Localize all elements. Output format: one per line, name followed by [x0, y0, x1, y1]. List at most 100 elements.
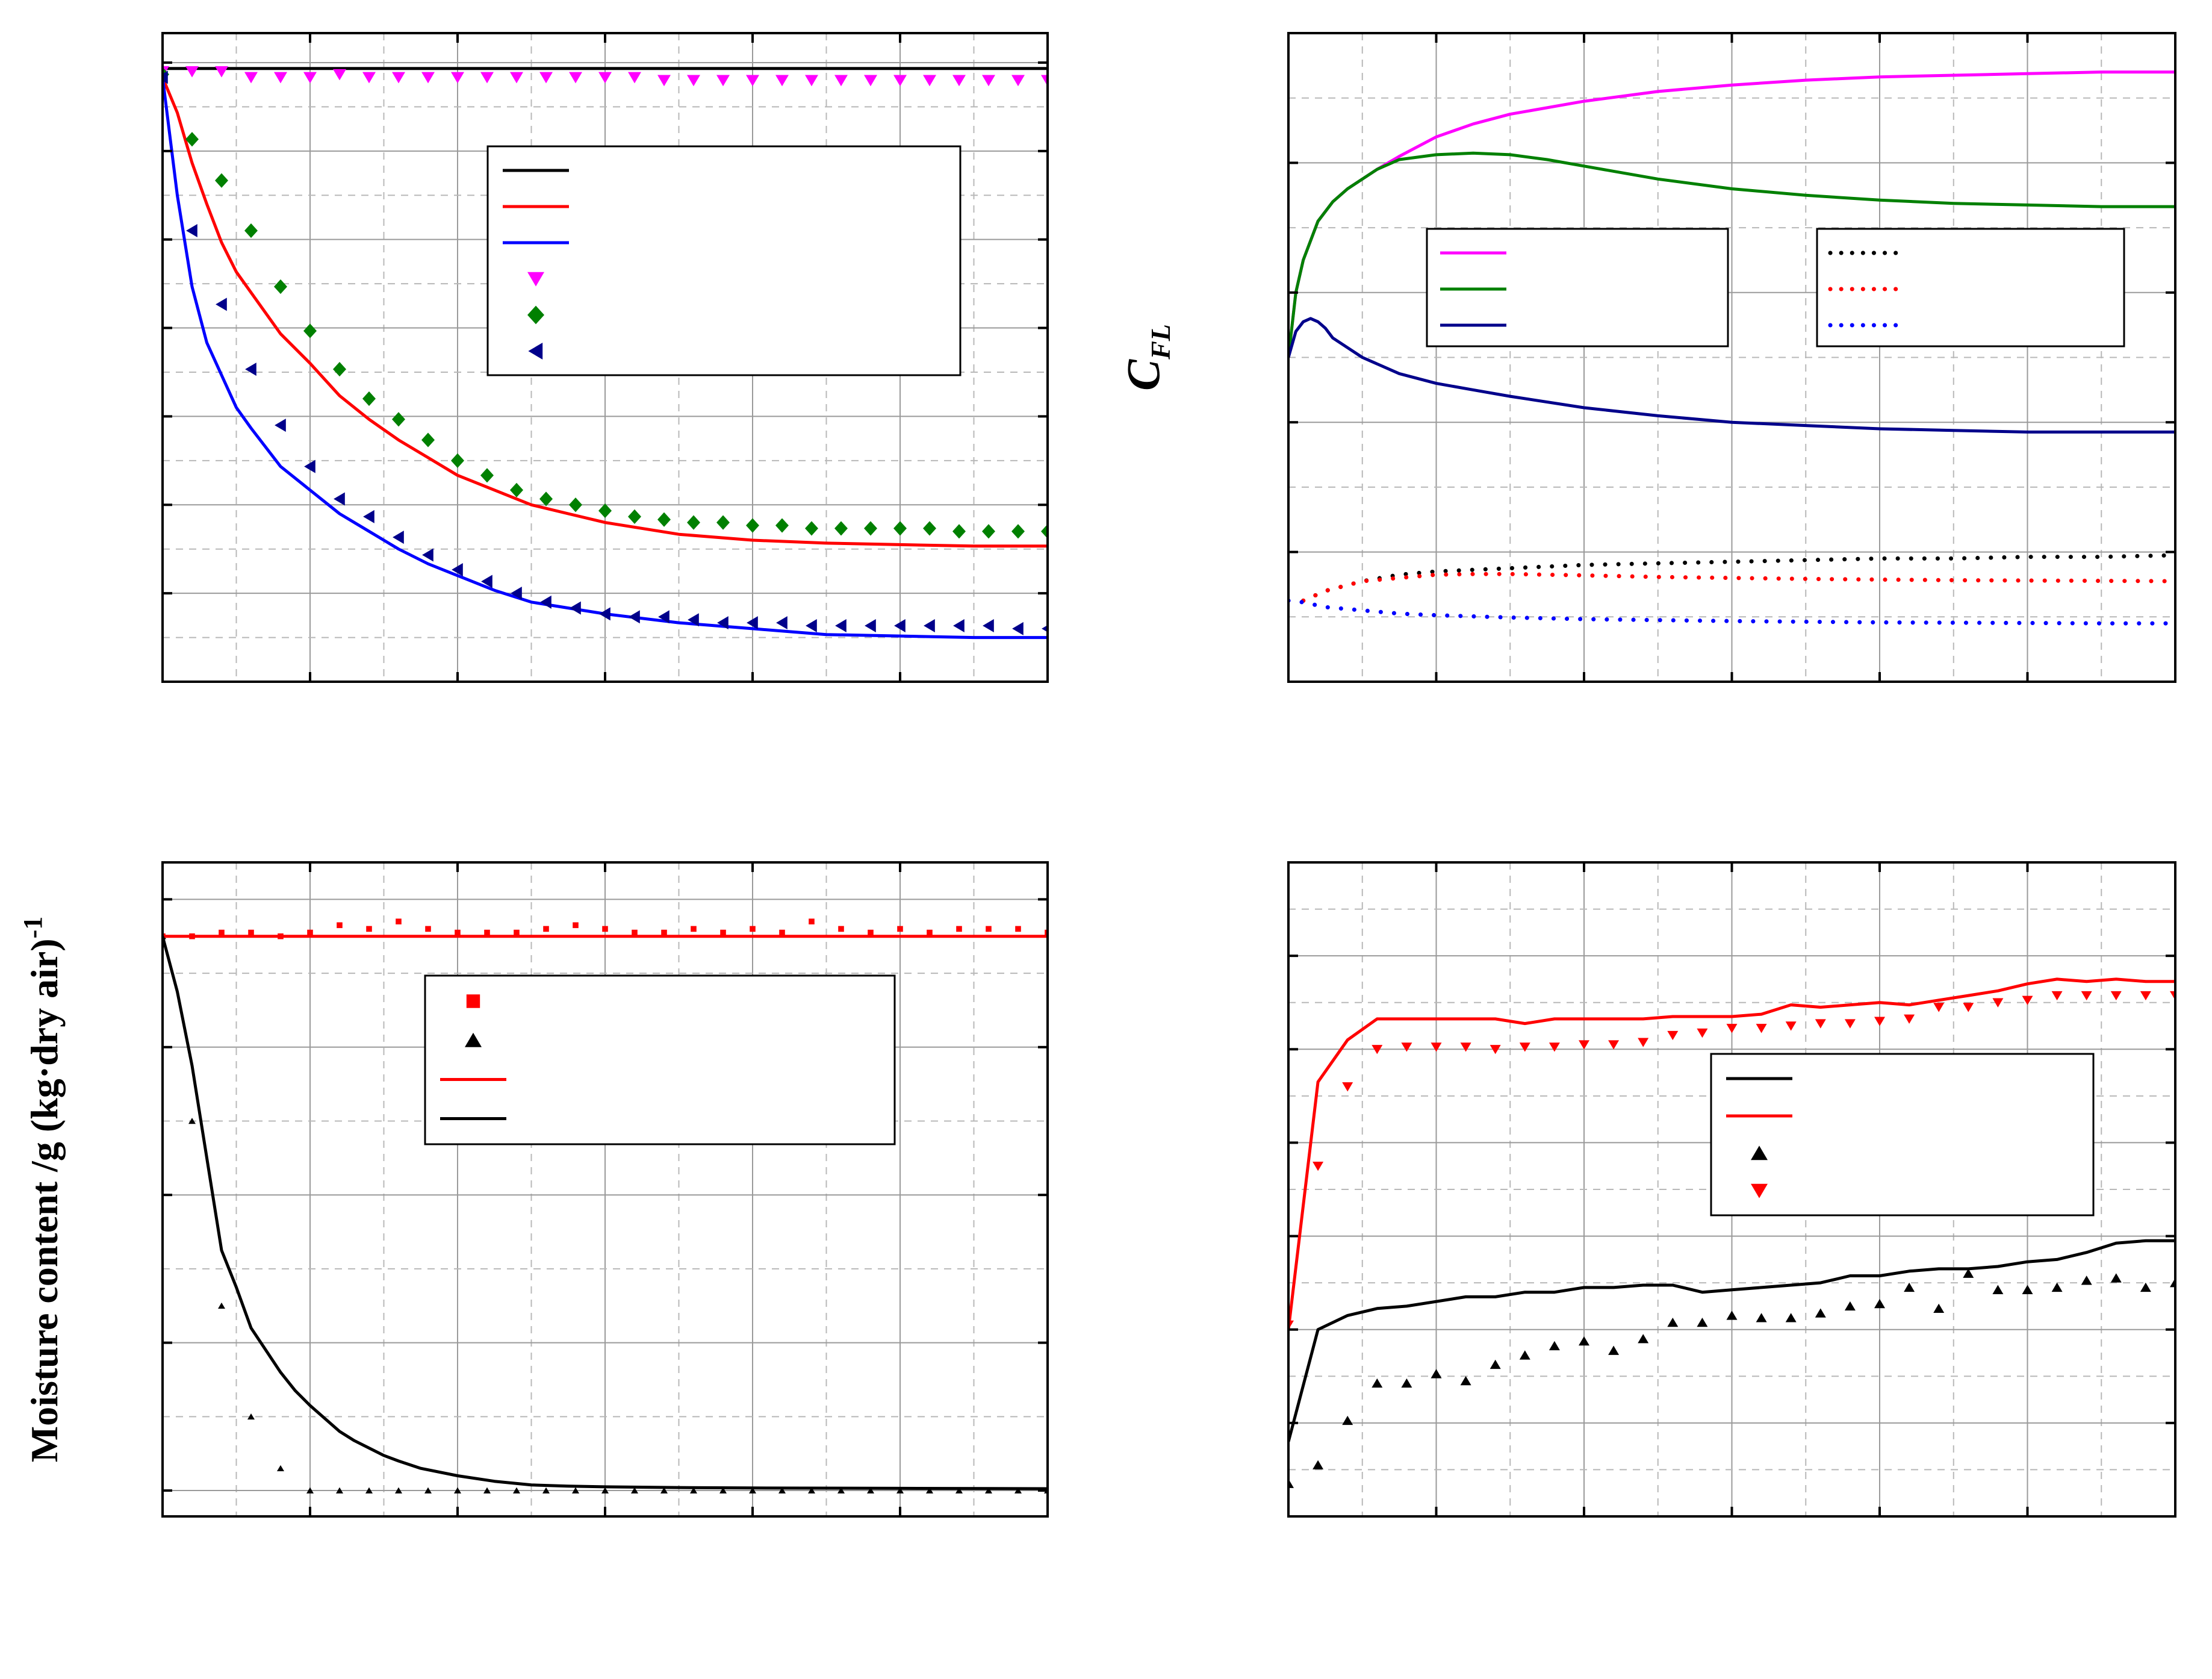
series-inlet-of-cold-fluid-test-point [363, 509, 374, 523]
series-x-0-4-cold-side-line [1288, 151, 2175, 358]
series-cold-side-test-point [1579, 1040, 1589, 1050]
series-hot-side-test-point [1490, 1359, 1501, 1369]
series-outlet-of-hot-fluid-test-point [598, 503, 612, 519]
series-inlet-of-hot-fluid-test-point [510, 72, 523, 84]
series-intlet-of-hot-fluid-test-point [956, 926, 962, 932]
series-inlet-of-hot-fluid-test-point [1041, 75, 1048, 87]
series-outlet-of-hot-fluid-test-point [421, 432, 435, 447]
series-cold-side-test-point [1933, 1003, 1945, 1012]
series-hot-side-test-point [1785, 1313, 1797, 1322]
legend-box [486, 145, 962, 376]
series-intlet-of-hot-fluid-test-point [1015, 926, 1021, 932]
series-inlet-of-cold-fluid-test-point [747, 616, 758, 630]
series-hot-side-test-point [1431, 1369, 1442, 1378]
series-outlet-of-hot-fluid-test-point [749, 1487, 756, 1494]
series-outlet-of-hot-fluid-test-point [306, 1487, 314, 1494]
series-intlet-of-hot-fluid-test-point [632, 929, 638, 936]
series-intlet-of-hot-fluid-test-point [396, 918, 402, 924]
series-outlet-of-hot-fluid-test-point [601, 1487, 609, 1494]
legend-sample [527, 272, 544, 287]
series-inlet-of-cold-fluid-test-point [452, 562, 463, 576]
series-outlet-of-hot-fluid-test-point [510, 482, 523, 497]
series-intlet-of-hot-fluid-test-point [986, 926, 992, 932]
series-outlet-of-hot-fluid-test-point [218, 1302, 225, 1309]
series-intlet-of-hot-fluid-test-point [307, 929, 313, 936]
series-outlet-of-hot-fluid-test-point [628, 509, 641, 524]
series-inlet-of-hot-fluid-test-point [421, 72, 435, 84]
series-outlet-of-hot-fluid-test-point [424, 1487, 432, 1494]
series-hot-side-test-point [1460, 1375, 1471, 1386]
series-outlet-of-hot-fluid-test-point [1011, 524, 1025, 539]
series-inlet-of-cold-fluid-test-point [304, 459, 315, 473]
series-inlet-of-cold-fluid-test-point [216, 297, 227, 311]
series-inlet-of-cold-fluid-simulation-line [163, 77, 1048, 640]
series-inlet-of-hot-fluid-test-point [480, 72, 494, 84]
series-cold-side-test-point [1288, 1320, 1294, 1330]
series-outlet-of-hot-fluid-test-point [274, 279, 287, 294]
series-inlet-of-hot-fluid-test-point [598, 72, 612, 84]
series-outlet-of-hot-fluid-test-point [454, 1487, 461, 1494]
series-cold-side-test-point [1431, 1042, 1442, 1052]
series-intlet-of-hot-fluid-test-point [455, 929, 461, 936]
series-cold-side-test-point [1401, 1042, 1412, 1052]
legend [1426, 228, 2125, 347]
series-outlet-of-hot-fluid-test-point [572, 1487, 579, 1494]
legend-box [1816, 228, 2125, 347]
series-intlet-of-hot-fluid-test-point [484, 929, 490, 936]
series-outlet-of-hot-fluid-test-point [188, 1118, 196, 1124]
legend-sample [528, 343, 543, 360]
series-inlet-of-hot-fluid-test-point [716, 75, 730, 87]
series-hot-side-test-point [1549, 1341, 1560, 1351]
series-inlet-of-hot-fluid-test-point [982, 75, 995, 87]
series-inlet-of-cold-fluid-test-point [481, 575, 492, 588]
series-inlet-of-cold-fluid-test-point [688, 613, 699, 627]
y-axis-label-sub: FL [1145, 324, 1176, 360]
series-cold-side-test-point [1549, 1042, 1560, 1052]
series-intlet-of-hot-fluid-test-point [543, 926, 549, 932]
series-outlet-of-hot-fluid-test-point [395, 1487, 402, 1494]
series-intlet-of-hot-fluid-test-point [219, 929, 225, 936]
series-outlet-of-hot-fluid-test-point [952, 524, 966, 539]
series-x-0-8-hot-side-line [1288, 598, 2175, 626]
series-x-0-4-hot-side-line [1301, 572, 2175, 603]
series-hot-side-test-point [1904, 1282, 1915, 1292]
series-outlet-of-hot-fluid-test-point [215, 173, 228, 188]
series-intlet-of-hot-fluid-test-point [366, 926, 372, 932]
series-hot-side-test-point [1963, 1268, 1974, 1278]
legend [486, 145, 962, 376]
series-hot-side-test-point [1756, 1313, 1767, 1322]
series-outlet-of-hot-fluid-test-point [657, 512, 671, 527]
series-outlet-of-hot-fluid-test-point [746, 518, 759, 533]
series-outlet-of-hot-fluid-test-point [392, 412, 405, 427]
series-area [1288, 70, 2175, 626]
series-area [1288, 977, 2175, 1488]
series-cold-side-test-point [1372, 1045, 1383, 1054]
axis-ticks [1287, 32, 2176, 683]
series-outlet-of-hot-fluid-test-point [719, 1487, 727, 1494]
series-outlet-of-hot-fluid-test-point [362, 391, 376, 407]
series-intlet-of-hot-fluid-test-point [691, 926, 697, 932]
axis-ticks [161, 33, 1049, 683]
series-outlet-of-hot-fluid-test-point [451, 453, 464, 468]
series-inlet-of-hot-fluid-test-point [274, 72, 287, 84]
series-inlet-of-cold-fluid-test-point [865, 618, 876, 632]
series-intlet-of-hot-fluid-test-point [779, 929, 785, 936]
axis-ticks [161, 862, 1049, 1516]
series-inlet-of-cold-fluid-test-point [275, 419, 286, 432]
series-outlet-of-hot-fluid-test-point [955, 1487, 963, 1494]
gridlines [1288, 862, 2175, 1516]
series-hot-side-test-point [1933, 1303, 1945, 1313]
series-outlet-of-hot-fluid-test-point [365, 1487, 373, 1494]
series-inlet-of-hot-fluid-test-point [362, 72, 376, 84]
series-inlet-of-cold-fluid-test-point [835, 618, 847, 632]
legend [424, 974, 896, 1145]
series-outlet-of-hot-fluid-test-point [483, 1487, 491, 1494]
y-axis-label-main: Moisture content /g (kg·dry air) [23, 938, 66, 1462]
series-inlet-of-cold-fluid-test-point [599, 607, 610, 621]
series-outlet-of-hot-fluid-test-point [837, 1487, 845, 1494]
series-hot-side-test-point [2051, 1282, 2063, 1292]
series-intlet-of-hot-fluid-test-point [514, 929, 520, 936]
series-inlet-of-hot-fluid-test-point [864, 75, 877, 87]
series-outlet-of-hot-fluid-test-point [923, 521, 936, 536]
series-outlet-of-hot-fluid-test-point [775, 518, 789, 533]
